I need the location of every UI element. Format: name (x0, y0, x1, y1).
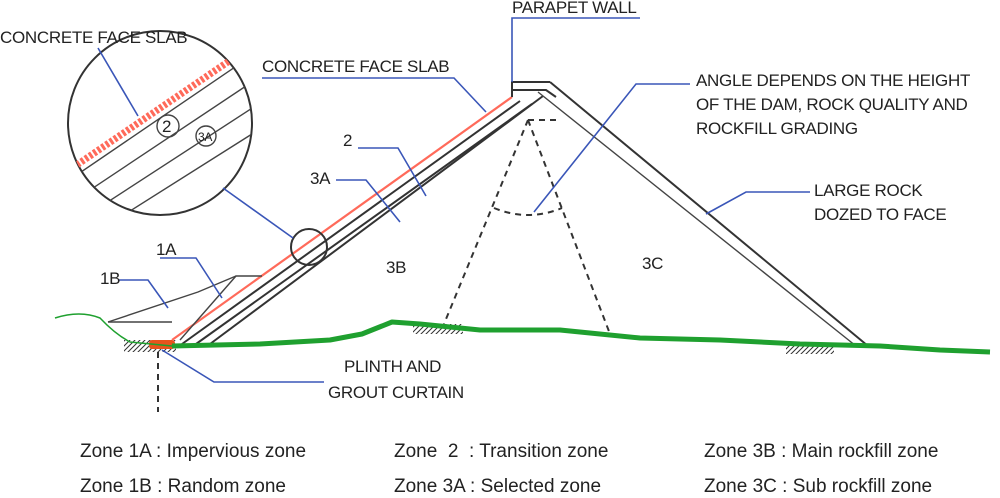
detail-callout-circle (290, 228, 328, 266)
leader-zone-3a (336, 179, 401, 223)
detail-zone-2-label: 2 (162, 117, 171, 136)
selected-zone-inner-line (209, 95, 544, 345)
zone-1b-boundary (107, 275, 237, 323)
foundation-hatch-middle (413, 324, 463, 334)
label-large-rock-line-1: LARGE ROCK (814, 181, 923, 200)
label-angle-line-3: ROCKFILL GRADING (696, 119, 858, 138)
legend-zone-3b: Zone 3B : Main rockfill zone (704, 441, 938, 462)
detail-zone-3a-marker (195, 125, 217, 147)
label-angle-line-1: ANGLE DEPENDS ON THE HEIGHT (696, 71, 970, 90)
label-zone-1a: 1A (156, 240, 177, 259)
legend-zone-3a: Zone 3A : Selected zone (394, 476, 601, 497)
detail-callout-leader (222, 187, 294, 239)
leader-zone-1a (160, 257, 223, 299)
label-zone-3a: 3A (310, 169, 331, 188)
label-large-rock-line-2: DOZED TO FACE (814, 205, 946, 224)
transition-zone-line (181, 100, 521, 345)
leader-slab-main (262, 77, 487, 113)
zone-boundary-left (443, 119, 529, 325)
natural-ground-line (171, 319, 991, 355)
leader-zone-2 (358, 147, 427, 197)
detail-line-3 (99, 109, 252, 215)
detail-slab-line (68, 37, 252, 193)
foundation-hatch-right (786, 344, 834, 354)
detail-circle (67, 30, 253, 216)
label-zone-2: 2 (343, 131, 352, 150)
leader-zone-1b (118, 279, 169, 309)
angle-arc (493, 207, 563, 216)
zone-boundary-right (527, 119, 611, 335)
detail-line-1 (68, 69, 252, 211)
label-zone-3b: 3B (386, 258, 406, 277)
label-zone-1b: 1B (100, 269, 120, 288)
legend-zone-3c: Zone 3C : Sub rockfill zone (704, 476, 932, 497)
label-parapet-wall: PARAPET WALL (512, 0, 637, 17)
leader-parapet (511, 17, 640, 82)
detail-zone-2-marker (156, 114, 180, 138)
leader-plinth (161, 349, 324, 383)
label-zone-3c: 3C (642, 254, 663, 273)
detail-zone-3a-label: 3A (198, 130, 212, 144)
label-plinth-line-2: GROUT CURTAIN (328, 383, 464, 402)
legend-zone-1a: Zone 1A : Impervious zone (80, 441, 306, 462)
dam-crest (512, 89, 557, 98)
label-concrete-face-slab: CONCRETE FACE SLAB (262, 57, 449, 76)
upstream-ground-line (54, 313, 173, 347)
concrete-face-slab (171, 96, 513, 341)
detail-line-2 (79, 89, 252, 215)
label-angle-line-2: OF THE DAM, ROCK QUALITY AND (696, 95, 968, 114)
leader-slab-detail (97, 47, 139, 117)
legend-zone-2: Zone 2 : Transition zone (394, 441, 608, 462)
leader-angle (533, 83, 690, 213)
selected-zone-line (195, 103, 533, 345)
leader-large-rock (705, 191, 810, 215)
legend-zone-1b: Zone 1B : Random zone (80, 476, 286, 497)
downstream-face-inner (537, 91, 857, 347)
label-concrete-face-slab-detail: CONCRETE FACE SLAB (0, 28, 187, 47)
label-plinth-line-1: PLINTH AND (344, 357, 441, 376)
